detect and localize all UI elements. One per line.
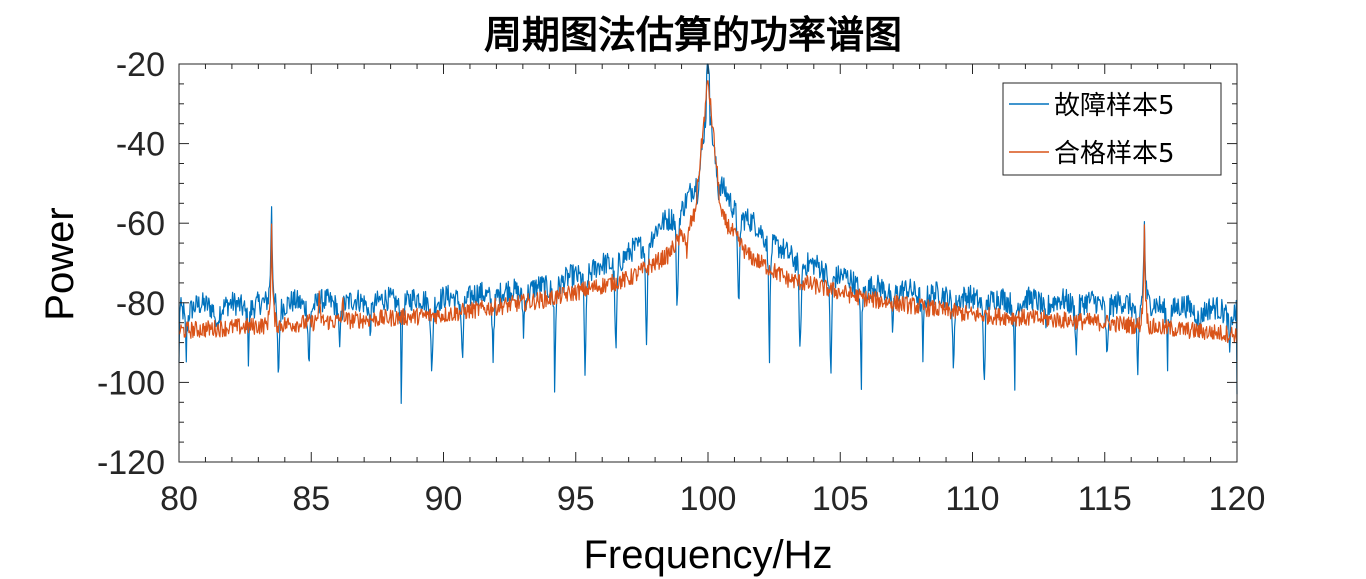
y-axis-label: Power <box>38 207 82 320</box>
legend: 故障样本5 合格样本5 <box>1002 82 1222 176</box>
legend-box <box>1002 82 1222 176</box>
series-line-1 <box>178 80 1238 344</box>
tick-marks <box>178 63 1238 463</box>
y-tick-labels: -120 -100 -80 -60 -40 -20 <box>97 46 165 482</box>
x-tick-label: 85 <box>292 480 330 518</box>
y-tick-label: -80 <box>116 285 165 323</box>
x-tick-label: 95 <box>557 480 595 518</box>
y-tick-label: -120 <box>97 444 165 482</box>
x-tick-label: 100 <box>680 480 737 518</box>
x-tick-label: 80 <box>160 480 198 518</box>
x-tick-label: 110 <box>945 480 999 518</box>
legend-label-qualified-sample: 合格样本5 <box>1054 139 1175 169</box>
x-tick-label: 105 <box>812 480 869 518</box>
x-tick-labels: 80 85 90 95 100 105 110 115 120 <box>160 480 1265 518</box>
x-tick-label: 120 <box>1209 480 1266 518</box>
x-axis-label: Frequency/Hz <box>584 533 833 577</box>
y-tick-label: -60 <box>116 205 165 243</box>
legend-label-fault-sample: 故障样本5 <box>1054 91 1175 121</box>
x-tick-label: 115 <box>1078 480 1132 518</box>
y-tick-label: -40 <box>116 126 165 164</box>
y-tick-label: -20 <box>116 46 165 84</box>
y-tick-label: -100 <box>97 364 165 402</box>
chart-title: 周期图法估算的功率谱图 <box>484 12 902 57</box>
x-tick-label: 90 <box>425 480 463 518</box>
